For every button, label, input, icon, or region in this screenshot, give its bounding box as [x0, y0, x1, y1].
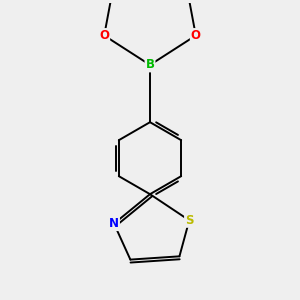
Text: N: N [109, 217, 119, 230]
Text: S: S [185, 214, 194, 227]
Text: B: B [146, 58, 154, 71]
Text: O: O [191, 29, 201, 42]
Text: O: O [99, 29, 109, 42]
